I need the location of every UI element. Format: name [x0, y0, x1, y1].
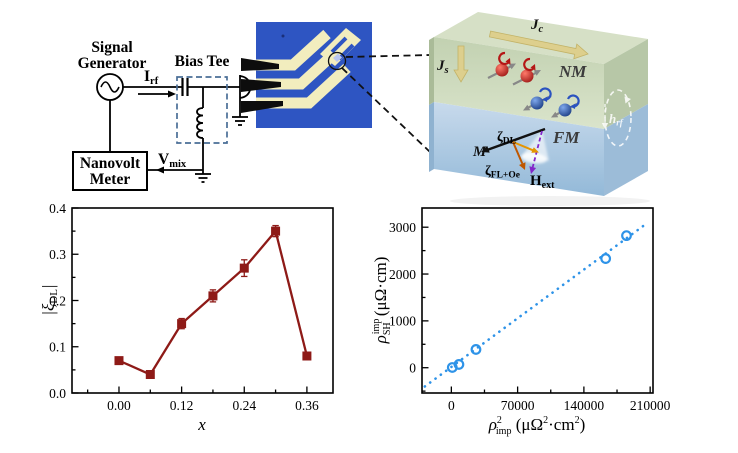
- fm-side-face: [604, 104, 648, 196]
- data-point: [470, 344, 482, 355]
- data-point: [208, 291, 218, 301]
- nm-layer-label: NM: [558, 62, 587, 81]
- data-point: [177, 319, 187, 329]
- sine-wave-icon: [100, 81, 120, 93]
- js-label: Js: [436, 58, 449, 76]
- spin-up-curl-icon: [523, 57, 535, 72]
- js-arrow: [453, 45, 469, 83]
- nm-side-face: [604, 39, 648, 129]
- fm-front-face: [434, 102, 604, 196]
- spin-down-sphere: [530, 96, 544, 110]
- fm-layer-label: FM: [552, 128, 580, 147]
- precession-cone: [521, 130, 549, 164]
- zeta-fl-label: ζFL+Oe: [485, 164, 520, 181]
- xi-dl-vs-x-chart: |ξDL| x 0.00 0.12 0.24 0.36 0.0 0.1 0.2 0.3 0.4: [39, 201, 334, 434]
- bias-tee-box: [176, 76, 228, 144]
- irf-label: Irf: [144, 68, 159, 87]
- x-tick-label: 0.12: [170, 398, 194, 413]
- device-bar: [333, 53, 342, 62]
- data-point: [271, 226, 281, 236]
- data-point: [621, 230, 632, 242]
- probe-tip: [241, 101, 283, 113]
- x-tick-label: 0.24: [232, 398, 256, 413]
- y-axis-label: |ξDL|: [39, 284, 60, 315]
- data-point: [114, 356, 124, 366]
- callout-line-top: [345, 54, 431, 58]
- inductor-icon: [196, 107, 204, 139]
- y-axis-label: ρimpSH (μΩ·cm): [371, 257, 393, 345]
- vmix-label: Vmix: [158, 151, 187, 170]
- spin-down-curl-icon: [566, 94, 580, 108]
- box-shadow: [450, 196, 650, 206]
- m-label: M: [472, 144, 487, 160]
- data-point: [600, 253, 612, 264]
- y-tick-label: 1000: [389, 314, 416, 329]
- spin-up-curl-icon: [498, 51, 510, 66]
- axes-frame: [421, 207, 654, 394]
- data-point: [302, 351, 312, 361]
- y-tick-label: 0.0: [49, 386, 66, 401]
- spin-up-sphere: [495, 63, 509, 77]
- x-tick-label: 70000: [501, 398, 535, 413]
- callout-line-bottom: [341, 67, 431, 153]
- y-tick-label: 2000: [389, 267, 416, 282]
- device-photo: [241, 22, 372, 128]
- rho-sh-vs-rho-imp-chart: ρimpSH (μΩ·cm) ρ2 imp (μΩ2·cm2) 0 70000 140…: [371, 207, 671, 437]
- x-axis-label: x: [197, 415, 206, 434]
- x-axis-label: ρ2 imp (μΩ2·cm2): [488, 415, 586, 437]
- zeta-dl-label: ζDL: [497, 130, 516, 147]
- hext-label: Hext: [530, 173, 555, 191]
- spin-down-electrons: [523, 87, 580, 118]
- x-tick-label: 210000: [630, 398, 671, 413]
- jc-arrow: [488, 30, 589, 60]
- data-point: [145, 370, 155, 379]
- x-tick-label: 0.00: [107, 398, 131, 413]
- y-tick-label: 3000: [389, 220, 416, 235]
- data-point: [453, 359, 465, 370]
- nanovolt-meter-box: [72, 151, 148, 191]
- vmix-arrow: [156, 166, 164, 174]
- device-marker-circle: [327, 51, 347, 71]
- nanovolt-meter-label-line2: Meter: [90, 171, 131, 188]
- axes-frame: [71, 207, 334, 394]
- circuit-diagram: Signal Generator Bias Tee Nanovolt Meter…: [72, 22, 431, 191]
- nm-top-face: [434, 12, 648, 64]
- zeta-fl-arrow: [512, 141, 524, 164]
- data-point: [239, 263, 249, 273]
- spin-torque-schematic: Jc Js NM FM: [429, 12, 650, 206]
- spin-down-curl-icon: [538, 87, 552, 101]
- signal-generator-label-line2: Generator: [78, 55, 147, 72]
- signal-generator-label-line1: Signal: [91, 39, 133, 56]
- probe-tip: [241, 58, 279, 71]
- spin-up-electrons: [487, 51, 541, 86]
- plot-area: 0.00 0.12 0.24 0.36 0.0 0.1 0.2 0.3 0.4: [49, 201, 334, 413]
- jc-label: Jc: [530, 17, 544, 35]
- y-tick-label: 0.4: [49, 201, 66, 216]
- ground-icon: [195, 170, 211, 183]
- x-tick-label: 140000: [564, 398, 605, 413]
- hrf-field: hrf: [601, 89, 632, 147]
- nanovolt-meter-label-line1: Nanovolt: [80, 155, 141, 172]
- y-tick-label: 0.2: [49, 293, 66, 308]
- zeta-dl-arrow: [512, 141, 534, 152]
- y-tick-label: 0: [409, 361, 416, 376]
- ground-icon: [232, 116, 248, 126]
- plot-area: 0 70000 140000 210000 0 1000 2000 3000: [389, 207, 671, 413]
- spin-down-sphere: [558, 103, 572, 117]
- m-vector-arrow: [485, 127, 546, 152]
- fm-left-edge: [429, 102, 434, 172]
- bias-tee-label: Bias Tee: [175, 53, 230, 70]
- probe-tip: [241, 79, 281, 92]
- hrf-label: hrf: [609, 111, 624, 128]
- nm-left-edge: [429, 37, 434, 105]
- fit-line: [423, 221, 649, 388]
- current-arrows: [138, 90, 176, 174]
- y-tick-label: 0.3: [49, 247, 66, 262]
- data-line: [118, 228, 309, 376]
- y-tick-label: 0.1: [49, 340, 66, 355]
- x-tick-label: 0.36: [295, 398, 319, 413]
- x-tick-label: 0: [448, 398, 455, 413]
- spin-up-sphere: [520, 69, 534, 83]
